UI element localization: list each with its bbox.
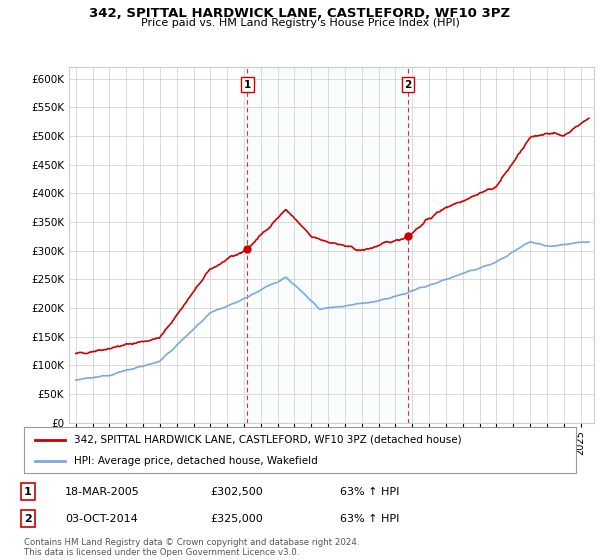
Text: 2: 2 <box>404 80 412 90</box>
Text: 63% ↑ HPI: 63% ↑ HPI <box>340 514 400 524</box>
Text: 342, SPITTAL HARDWICK LANE, CASTLEFORD, WF10 3PZ: 342, SPITTAL HARDWICK LANE, CASTLEFORD, … <box>89 7 511 20</box>
Text: Price paid vs. HM Land Registry's House Price Index (HPI): Price paid vs. HM Land Registry's House … <box>140 18 460 28</box>
Text: 63% ↑ HPI: 63% ↑ HPI <box>340 487 400 497</box>
Text: 1: 1 <box>24 487 32 497</box>
Text: £325,000: £325,000 <box>210 514 263 524</box>
Text: HPI: Average price, detached house, Wakefield: HPI: Average price, detached house, Wake… <box>74 456 317 466</box>
Text: £302,500: £302,500 <box>210 487 263 497</box>
Text: Contains HM Land Registry data © Crown copyright and database right 2024.
This d: Contains HM Land Registry data © Crown c… <box>24 538 359 557</box>
Text: 03-OCT-2014: 03-OCT-2014 <box>65 514 138 524</box>
Text: 18-MAR-2005: 18-MAR-2005 <box>65 487 140 497</box>
Text: 342, SPITTAL HARDWICK LANE, CASTLEFORD, WF10 3PZ (detached house): 342, SPITTAL HARDWICK LANE, CASTLEFORD, … <box>74 435 461 445</box>
Text: 2: 2 <box>24 514 32 524</box>
Bar <box>247 67 408 423</box>
Text: 1: 1 <box>244 80 251 90</box>
